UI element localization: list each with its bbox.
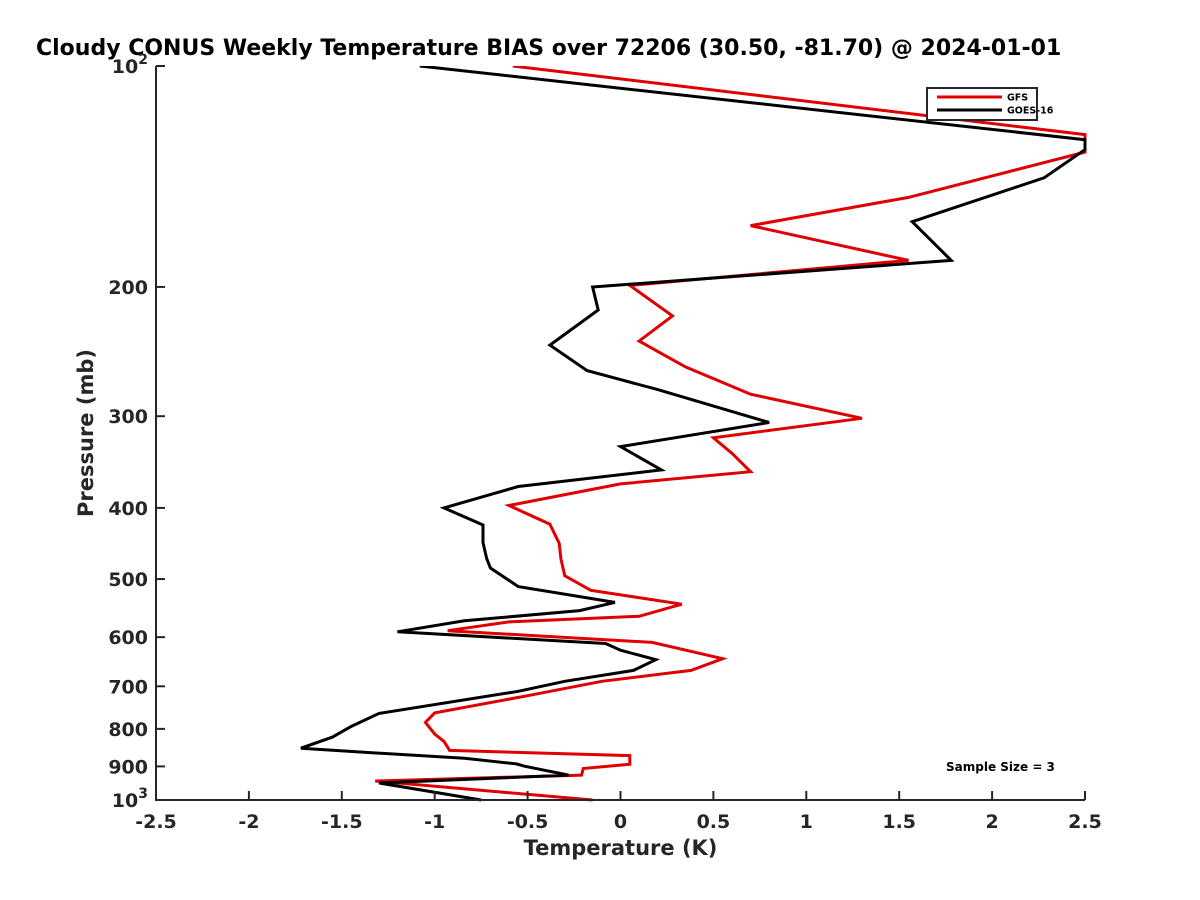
y-tick-label: 200 bbox=[108, 277, 148, 299]
y-axis-label: Pressure (mb) bbox=[74, 349, 98, 517]
x-axis-label: Temperature (K) bbox=[524, 836, 718, 860]
y-tick-label: 300 bbox=[108, 406, 148, 428]
x-tick-label: 2 bbox=[985, 811, 998, 833]
chart-title: Cloudy CONUS Weekly Temperature BIAS ove… bbox=[36, 36, 1061, 61]
x-tick-label: -1.5 bbox=[321, 811, 363, 833]
y-tick-label: 800 bbox=[108, 719, 148, 741]
y-tick-label: 103 bbox=[112, 786, 148, 812]
x-tick-label: 0 bbox=[614, 811, 627, 833]
x-tick-label: 1.5 bbox=[882, 811, 916, 833]
y-tick-label: 500 bbox=[108, 569, 148, 591]
x-tick-label: 2.5 bbox=[1068, 811, 1102, 833]
series-layer bbox=[300, 66, 1087, 802]
legend-box bbox=[926, 87, 1038, 121]
legend: GFS GOES-16 bbox=[926, 87, 1054, 121]
x-tick-label: -2 bbox=[238, 811, 259, 833]
y-tick-label: 600 bbox=[108, 627, 148, 649]
x-tick-label: 1 bbox=[800, 811, 813, 833]
series-line-goes-16 bbox=[300, 66, 1087, 802]
y-tick-label: 400 bbox=[108, 498, 148, 520]
x-tick-label: -2.5 bbox=[135, 811, 177, 833]
sample-size-annotation: Sample Size = 3 bbox=[946, 760, 1055, 774]
axes: -2.5 -2 -1.5 -1 -0.5 0 0.5 1 1.5 2 2.5 102 200 300 400… bbox=[108, 52, 1102, 833]
series-line-gfs bbox=[375, 66, 1087, 802]
y-tick-label: 102 bbox=[112, 52, 148, 78]
y-tick-label: 900 bbox=[108, 756, 148, 778]
legend-label-gfs: GFS bbox=[1007, 93, 1028, 104]
x-tick-label: -0.5 bbox=[507, 811, 549, 833]
y-tick-label: 700 bbox=[108, 676, 148, 698]
legend-label-goes-16: GOES-16 bbox=[1007, 106, 1054, 117]
x-tick-label: -1 bbox=[424, 811, 445, 833]
x-tick-label: 0.5 bbox=[697, 811, 731, 833]
